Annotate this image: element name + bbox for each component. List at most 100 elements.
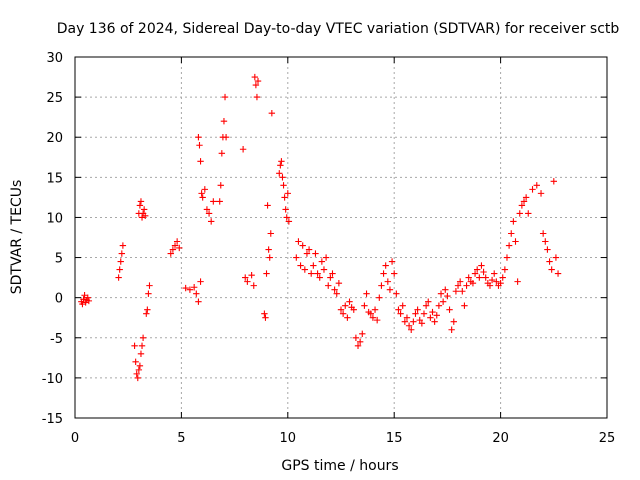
data-point — [373, 316, 381, 324]
data-point — [416, 316, 423, 324]
data-point — [412, 310, 419, 317]
data-point — [429, 308, 436, 316]
data-point — [442, 286, 449, 293]
y-tick-label: 20 — [46, 131, 63, 146]
data-point — [393, 290, 400, 297]
y-tick-label: 15 — [46, 171, 63, 186]
data-point — [529, 186, 536, 193]
data-point — [80, 296, 87, 303]
data-point — [522, 194, 530, 201]
data-point — [173, 238, 181, 245]
data-point — [354, 342, 362, 349]
data-point — [253, 93, 261, 101]
data-point — [380, 270, 387, 277]
data-point — [299, 242, 306, 249]
data-point — [486, 282, 494, 289]
data-point — [491, 270, 498, 277]
y-tick-label: -5 — [50, 332, 63, 347]
data-point — [281, 194, 288, 201]
data-point — [203, 206, 211, 213]
data-point — [196, 142, 203, 149]
data-point — [425, 298, 432, 305]
data-point — [143, 310, 150, 317]
data-point — [386, 286, 394, 293]
data-point — [346, 298, 353, 305]
data-point — [408, 326, 415, 333]
data-point — [363, 290, 370, 297]
data-point — [145, 290, 152, 297]
data-point — [399, 302, 406, 309]
data-point — [369, 314, 377, 321]
data-point — [293, 254, 300, 261]
data-point — [265, 246, 272, 253]
y-tick-label: 25 — [46, 91, 63, 106]
data-point — [327, 274, 334, 281]
data-point — [459, 288, 466, 295]
data-point — [378, 282, 385, 289]
data-point — [210, 198, 217, 205]
data-point — [520, 198, 528, 205]
data-point — [510, 218, 517, 225]
data-point — [318, 258, 326, 265]
x-tick-label: 25 — [599, 431, 616, 446]
data-point — [359, 330, 366, 337]
data-point — [333, 290, 340, 297]
data-point — [431, 318, 438, 325]
data-point — [444, 292, 451, 300]
data-point — [278, 158, 285, 165]
data-point — [305, 246, 313, 253]
data-point — [537, 190, 545, 197]
data-point — [195, 298, 202, 305]
data-point — [499, 274, 506, 281]
data-point — [482, 274, 489, 281]
data-point — [452, 288, 460, 295]
data-point — [382, 262, 389, 269]
data-point — [116, 266, 123, 273]
data-point — [262, 314, 269, 321]
data-point — [139, 334, 147, 341]
data-point — [371, 306, 379, 313]
data-point — [512, 238, 519, 245]
data-point — [169, 246, 177, 253]
data-point — [367, 310, 374, 317]
grid-lines — [75, 57, 607, 418]
data-point — [478, 262, 485, 269]
data-point — [217, 182, 224, 189]
data-point — [137, 198, 145, 205]
data-point — [138, 214, 146, 221]
y-tick-label: 0 — [55, 292, 63, 307]
data-point — [352, 334, 360, 341]
x-tick-label: 0 — [71, 431, 79, 446]
data-point — [119, 242, 127, 249]
chart-title: Day 136 of 2024, Sidereal Day-to-day VTE… — [57, 21, 620, 37]
data-point — [401, 318, 409, 325]
data-point — [264, 202, 271, 209]
data-point — [261, 310, 268, 317]
data-point — [85, 297, 93, 305]
data-point — [263, 270, 270, 277]
data-point — [136, 362, 144, 370]
data-point — [473, 266, 481, 273]
x-tick-label: 20 — [492, 431, 509, 446]
data-point — [544, 246, 551, 253]
data-point — [251, 73, 259, 81]
data-point — [138, 342, 146, 349]
x-tick-label: 10 — [280, 431, 297, 446]
data-point — [342, 302, 349, 309]
data-point — [190, 284, 198, 291]
data-point — [220, 117, 228, 125]
data-point — [135, 366, 143, 374]
data-point — [176, 244, 183, 252]
data-points — [78, 73, 562, 382]
data-point — [518, 202, 526, 209]
data-point — [539, 230, 547, 237]
data-point — [361, 302, 368, 309]
data-point — [388, 258, 396, 265]
y-tick-label: -10 — [42, 372, 63, 387]
data-point — [267, 230, 274, 237]
data-point — [268, 109, 276, 117]
data-point — [218, 150, 226, 157]
data-point — [182, 284, 189, 292]
y-tick-label: 10 — [46, 211, 63, 226]
